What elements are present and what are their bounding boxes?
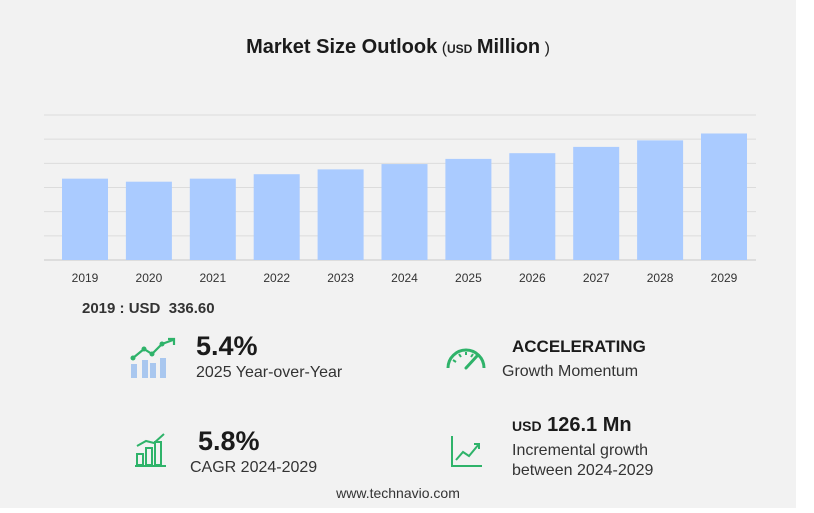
incremental-currency: USD [512, 418, 542, 434]
incremental-label-line2: between 2024-2029 [512, 462, 654, 479]
bar-2021 [189, 178, 236, 260]
x-tick-label: 2021 [199, 271, 226, 285]
base-value-row: 2019 : USD 336.60 [82, 300, 215, 317]
speedometer-icon [446, 348, 486, 370]
momentum-label: Growth Momentum [502, 363, 639, 380]
bar-chart: 2019 2020 2021 2022 2023 2024 2025 2026 2027 2028… [44, 114, 756, 285]
cagr-value: 5.8% [198, 426, 260, 456]
x-tick-label: 2020 [136, 271, 163, 285]
bar-2020 [125, 181, 172, 260]
x-tick-label: 2029 [711, 271, 738, 285]
title-currency: USD [447, 42, 473, 56]
bar-2026 [509, 153, 556, 260]
source-footer: www.technavio.com [336, 485, 460, 501]
x-tick-label: 2025 [455, 271, 482, 285]
x-tick-label: 2027 [583, 271, 610, 285]
stat-cagr: 5.8% CAGR 2024-2029 [190, 426, 317, 477]
yoy-value: 5.4% [196, 331, 258, 361]
bar-2019 [62, 178, 108, 260]
momentum-value: ACCELERATING [512, 337, 646, 356]
bar-chart-icon [135, 433, 166, 467]
bar-2025 [445, 158, 492, 260]
bar-2027 [573, 146, 620, 260]
base-year: 2019 [82, 300, 116, 317]
base-separator: : [119, 300, 125, 317]
title-paren-close: ) [544, 40, 550, 57]
trend-line-icon [451, 436, 482, 467]
x-tick-label: 2023 [327, 271, 354, 285]
title-unit: Million [476, 36, 541, 58]
incremental-label-line1: Incremental growth [512, 442, 649, 459]
stat-momentum: ACCELERATING Growth Momentum [502, 337, 646, 381]
bar-2022 [253, 174, 300, 260]
bar-2023 [317, 169, 364, 260]
growth-chart-icon [130, 337, 176, 378]
bar-2024 [381, 164, 428, 260]
yoy-label: 2025 Year-over-Year [196, 364, 343, 381]
x-tick-label: 2028 [647, 271, 674, 285]
x-tick-label: 2026 [519, 271, 546, 285]
title-paren-open: ( [441, 40, 448, 57]
stat-yoy: 5.4% 2025 Year-over-Year [196, 331, 342, 382]
bar-2028 [637, 140, 684, 260]
x-tick-label: 2022 [263, 271, 290, 285]
bar-2029 [701, 133, 747, 260]
x-tick-label: 2024 [391, 271, 418, 285]
incremental-value: 126.1 Mn [547, 414, 632, 436]
cagr-label: CAGR 2024-2029 [190, 459, 318, 476]
x-tick-label: 2019 [72, 271, 99, 285]
stat-incremental: USD 126.1 Mn Incremental growth between … [512, 414, 653, 480]
base-value: 336.60 [168, 300, 215, 317]
chart-title: Market Size Outlook (USD Million ) [0, 36, 796, 59]
base-currency: USD [128, 300, 161, 317]
title-main: Market Size Outlook [246, 36, 438, 58]
